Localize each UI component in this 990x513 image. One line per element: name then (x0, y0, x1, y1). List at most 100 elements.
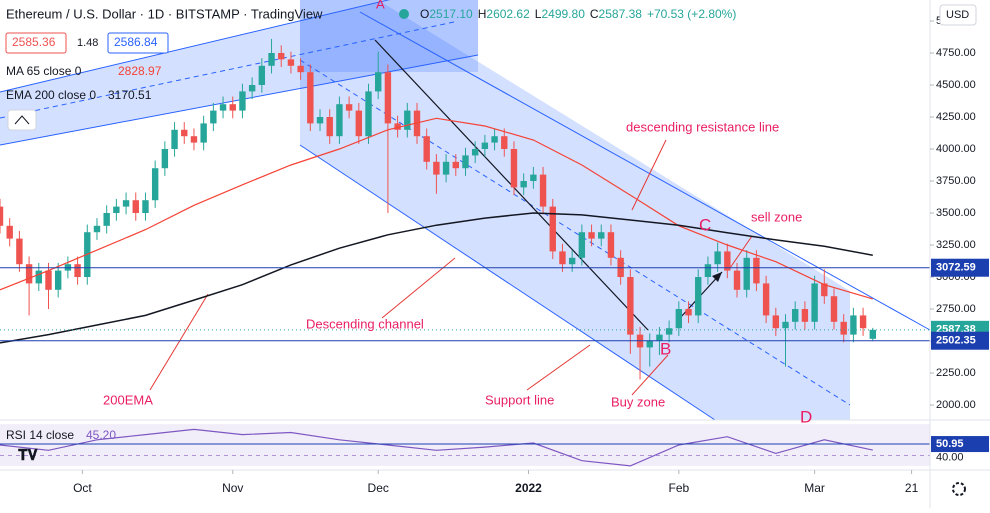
channel-mid (299, 59, 851, 406)
candle-body (462, 155, 469, 169)
candle-body (481, 142, 489, 150)
rsi-legend: RSI 14 close (6, 428, 74, 442)
annotation: B (660, 339, 671, 358)
candle-body (268, 52, 275, 66)
ohlc-part: C (590, 7, 599, 21)
bid-box[interactable] (5, 32, 67, 54)
y-tick-label: 2750.00 (936, 303, 976, 315)
candle-body (588, 232, 595, 239)
candle-body (93, 225, 101, 233)
candle-body (210, 110, 217, 124)
y-tick-label: 2250.00 (936, 367, 976, 379)
y-tick-label: 3750.00 (936, 175, 976, 187)
candle-body (539, 174, 547, 207)
x-tick-label: Mar (804, 481, 825, 495)
candle-body (772, 315, 780, 329)
rsi-group (0, 424, 930, 467)
candle-body (491, 136, 498, 143)
ma-legend: MA 65 close 0 (6, 64, 82, 78)
channel-edge (299, 144, 716, 421)
candle-body (850, 315, 857, 335)
candle-body (442, 161, 450, 175)
collapse-icon (14, 115, 30, 125)
price-level-tag (931, 331, 989, 350)
candle-body (743, 257, 750, 290)
candle-body (6, 225, 13, 239)
candle-body (782, 321, 789, 329)
collapse-button[interactable] (7, 109, 37, 131)
candle-body (433, 161, 440, 175)
candle-body (142, 200, 149, 214)
candle-body (229, 104, 236, 111)
candle-body (307, 72, 314, 124)
ohlc-readout: O2517.10 H2602.62 L2499.80 C2587.38 +70.53 (… (420, 7, 736, 21)
y-tick-label: 4750.00 (936, 47, 976, 59)
candle-body (821, 283, 828, 297)
candle-body (675, 309, 683, 329)
candle-body (248, 84, 256, 92)
y-tick-label: 2000.00 (936, 399, 976, 411)
candle-body (122, 200, 130, 207)
candle-body (530, 174, 537, 182)
axes: 5000.004750.004500.004250.004000.003750.… (73, 15, 989, 495)
candle-body (35, 270, 42, 284)
currency: USD (946, 9, 969, 21)
candle-body (724, 251, 731, 271)
ema-legend: EMA 200 close 0 (6, 88, 96, 102)
logo: 𝐓𝐕 (18, 447, 39, 464)
candle-body (336, 104, 343, 137)
spread: 1.48 (77, 37, 98, 49)
ask-box[interactable] (107, 32, 169, 54)
symbol-title: Ethereum / U.S. Dollar · 1D · BITSTAMP ·… (6, 6, 323, 21)
candle-body (578, 232, 586, 258)
candle-body (384, 72, 392, 124)
ohlc-part: O (420, 7, 429, 21)
candle-body (830, 296, 838, 322)
ohlc-part: H (478, 7, 487, 21)
settings-icon[interactable] (952, 482, 966, 496)
candle-body (501, 136, 508, 150)
candle-body (704, 264, 712, 278)
candle-body (559, 251, 566, 265)
candle-body (394, 123, 401, 130)
candle-body (840, 321, 847, 335)
candle-body (355, 110, 363, 137)
ohlc-part: L (535, 7, 542, 21)
candle-body (656, 334, 663, 342)
ema-legend-value: 3170.51 (108, 88, 152, 102)
rsi-level-tag (931, 436, 989, 453)
candle-body (627, 277, 634, 335)
rsi-band (0, 424, 930, 466)
candle-body (695, 277, 702, 316)
candle-body (297, 65, 304, 73)
drawings (0, 0, 931, 421)
candle-body (714, 251, 721, 265)
candle-body (452, 161, 459, 169)
candle-body (685, 309, 692, 316)
x-tick-label: Oct (73, 481, 92, 495)
candle-body (316, 117, 324, 124)
price-level-label: 3072.59 (936, 262, 976, 274)
candle-body (326, 117, 333, 137)
descending-channel (300, 0, 850, 420)
x-tick-label: Dec (368, 481, 389, 495)
candle-body (16, 238, 23, 265)
candle-body (568, 257, 576, 265)
candle-body (471, 149, 479, 156)
candle-body (404, 110, 411, 130)
candle-body (733, 270, 741, 290)
x-tick-label: Nov (222, 481, 243, 495)
candle-body (801, 309, 809, 322)
highlight (300, 0, 478, 72)
ohlc-part: +70.53 (+2.80%) (647, 7, 736, 21)
arrow-head (712, 272, 722, 282)
candle-body (161, 149, 169, 169)
candle-body (510, 149, 518, 188)
currency-select[interactable] (939, 4, 977, 26)
candle-body (151, 168, 159, 201)
candle-body (181, 129, 188, 137)
rsi-pane (0, 420, 930, 470)
candle-body (200, 123, 207, 143)
candle-body (646, 341, 653, 348)
